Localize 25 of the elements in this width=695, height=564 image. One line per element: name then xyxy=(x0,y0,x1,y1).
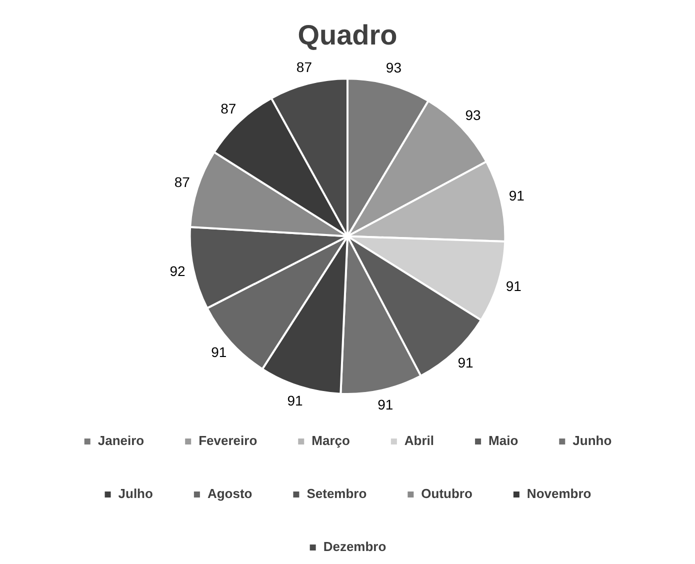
legend-label: Março xyxy=(312,433,350,448)
legend-label: Fevereiro xyxy=(198,433,258,448)
legend-label: Junho xyxy=(572,433,612,448)
data-label: 93 xyxy=(465,107,482,124)
legend-label: Outubro xyxy=(421,486,472,502)
data-label: 91 xyxy=(287,392,304,409)
data-label: 91 xyxy=(506,278,522,294)
data-label: 93 xyxy=(386,60,402,76)
data-label: 91 xyxy=(211,344,227,360)
data-label: 91 xyxy=(508,188,525,204)
legend-label: Agosto xyxy=(207,486,252,502)
legend-label: Janeiro xyxy=(98,433,144,448)
data-label: 92 xyxy=(170,262,186,279)
legend-label: Dezembro xyxy=(323,539,386,554)
legend-label: Julho xyxy=(118,486,153,502)
legend-label: Novembro xyxy=(526,486,592,502)
legend-label: Abril xyxy=(404,433,434,448)
data-label: 91 xyxy=(458,354,474,371)
legend-label: Setembro xyxy=(306,486,367,502)
data-label: 91 xyxy=(378,396,394,413)
legend-label: Maio xyxy=(488,433,518,448)
data-label: 87 xyxy=(296,58,312,75)
data-label: 87 xyxy=(174,174,190,190)
data-label: 87 xyxy=(220,100,236,117)
chart-title: Quadro xyxy=(298,20,398,51)
